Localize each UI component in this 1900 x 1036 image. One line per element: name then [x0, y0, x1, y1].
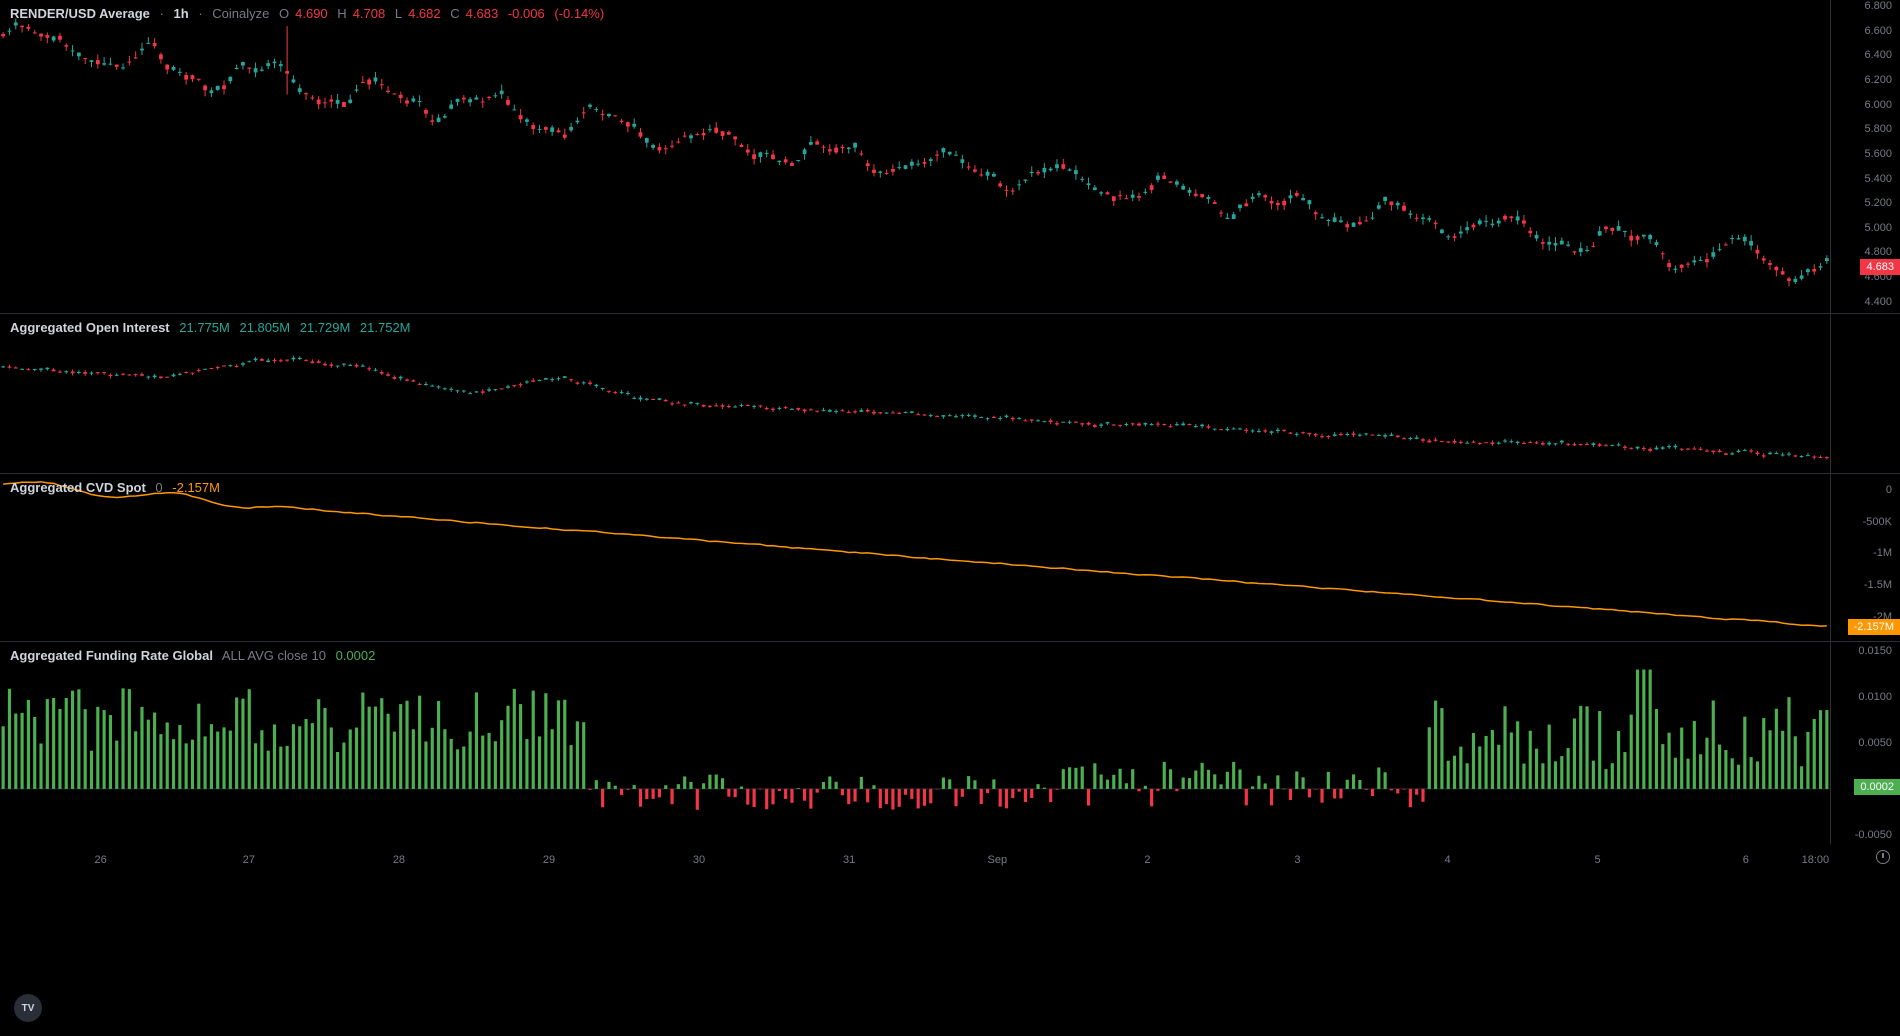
x-tick: 31: [843, 854, 855, 866]
cvd-extra: 0: [155, 480, 162, 495]
x-tick: 4: [1444, 854, 1450, 866]
funding-plot[interactable]: [0, 642, 1830, 844]
x-tick: 5: [1595, 854, 1601, 866]
symbol-label: RENDER/USD Average: [10, 6, 150, 21]
cvd-panel-title: Aggregated CVD Spot 0 -2.157M: [10, 480, 226, 495]
ohlc-high: 4.708: [353, 6, 386, 21]
cvd-value: -2.157M: [172, 480, 220, 495]
tradingview-logo-icon[interactable]: TV: [14, 994, 42, 1022]
x-tick: 26: [95, 854, 107, 866]
funding-label: Aggregated Funding Rate Global: [10, 648, 213, 663]
price-plot[interactable]: [0, 0, 1830, 313]
x-tick: 27: [243, 854, 255, 866]
oi-y-axis[interactable]: 45M40M35M30M25M20M21.752M: [1830, 314, 1900, 473]
oi-val-0: 21.775M: [179, 320, 230, 335]
x-tick: 18:00: [1802, 854, 1830, 866]
x-tick: 3: [1294, 854, 1300, 866]
oi-panel[interactable]: Aggregated Open Interest 21.775M 21.805M…: [0, 314, 1900, 474]
oi-val-1: 21.805M: [239, 320, 290, 335]
funding-panel-title: Aggregated Funding Rate Global ALL AVG c…: [10, 648, 381, 663]
ohlc-close: 4.683: [466, 6, 499, 21]
oi-val-3: 21.752M: [360, 320, 411, 335]
x-tick: Sep: [988, 854, 1008, 866]
oi-val-2: 21.729M: [300, 320, 351, 335]
cvd-y-axis[interactable]: 0-500K-1M-1.5M-2M-2.157M: [1830, 474, 1900, 641]
x-tick: 29: [543, 854, 555, 866]
cvd-panel[interactable]: Aggregated CVD Spot 0 -2.157M 0-500K-1M-…: [0, 474, 1900, 642]
interval-label: 1h: [174, 6, 189, 21]
clock-icon[interactable]: [1876, 850, 1890, 864]
cvd-label: Aggregated CVD Spot: [10, 480, 146, 495]
ohlc-change: -0.006: [508, 6, 545, 21]
x-tick: 28: [393, 854, 405, 866]
oi-plot[interactable]: [0, 314, 1830, 473]
funding-panel[interactable]: Aggregated Funding Rate Global ALL AVG c…: [0, 642, 1900, 844]
funding-extra: ALL AVG close 10: [222, 648, 326, 663]
funding-y-axis[interactable]: 0.01500.01000.00500.0000-0.00500.0002: [1830, 642, 1900, 844]
oi-label: Aggregated Open Interest: [10, 320, 170, 335]
ohlc-low: 4.682: [408, 6, 441, 21]
source-label: Coinalyze: [212, 6, 269, 21]
price-y-axis[interactable]: 6.8006.6006.4006.2006.0005.8005.6005.400…: [1830, 0, 1900, 313]
cvd-plot[interactable]: [0, 474, 1830, 641]
oi-panel-title: Aggregated Open Interest 21.775M 21.805M…: [10, 320, 417, 335]
price-panel[interactable]: RENDER/USD Average · 1h · Coinalyze O4.6…: [0, 0, 1900, 314]
x-tick: 30: [693, 854, 705, 866]
price-panel-title: RENDER/USD Average · 1h · Coinalyze O4.6…: [10, 6, 610, 21]
x-tick: 2: [1144, 854, 1150, 866]
ohlc-open: 4.690: [295, 6, 328, 21]
funding-value: 0.0002: [336, 648, 376, 663]
x-tick: 6: [1743, 854, 1749, 866]
time-axis[interactable]: 26 27 28 29 30 31 Sep 2 3 4 5 6 18:00: [0, 844, 1830, 872]
ohlc-pct: (-0.14%): [554, 6, 604, 21]
